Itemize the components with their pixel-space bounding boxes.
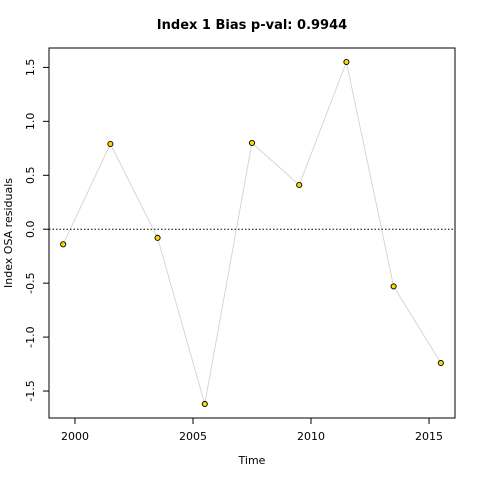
data-point — [437, 359, 444, 367]
data-point — [107, 140, 114, 148]
y-tick-label: -0.5 — [24, 272, 37, 293]
plot-frame — [48, 47, 456, 419]
x-tick-label: 2015 — [415, 430, 443, 443]
y-tick-label: -1.5 — [24, 380, 37, 401]
y-tick-label: 0.5 — [24, 167, 37, 185]
x-tick-label: 2005 — [179, 430, 207, 443]
data-point — [201, 400, 208, 408]
data-point — [390, 283, 397, 290]
data-point — [296, 181, 303, 189]
x-axis-label: Time — [238, 454, 266, 467]
y-tick-label: -1.0 — [24, 326, 37, 347]
x-tick-label: 2000 — [61, 430, 89, 443]
data-point — [60, 241, 67, 248]
y-tick-label: 1.5 — [24, 59, 37, 77]
x-tick-label: 2010 — [297, 430, 325, 443]
data-point — [248, 139, 256, 146]
y-axis-label: Index OSA residuals — [2, 178, 15, 288]
y-tick-label: 1.0 — [24, 113, 37, 131]
data-point — [343, 58, 350, 66]
series-line — [62, 60, 442, 405]
chart-title: Index 1 Bias p-val: 0.9944 — [157, 18, 347, 33]
y-tick-label: 0.0 — [24, 220, 37, 238]
data-point — [154, 234, 161, 241]
